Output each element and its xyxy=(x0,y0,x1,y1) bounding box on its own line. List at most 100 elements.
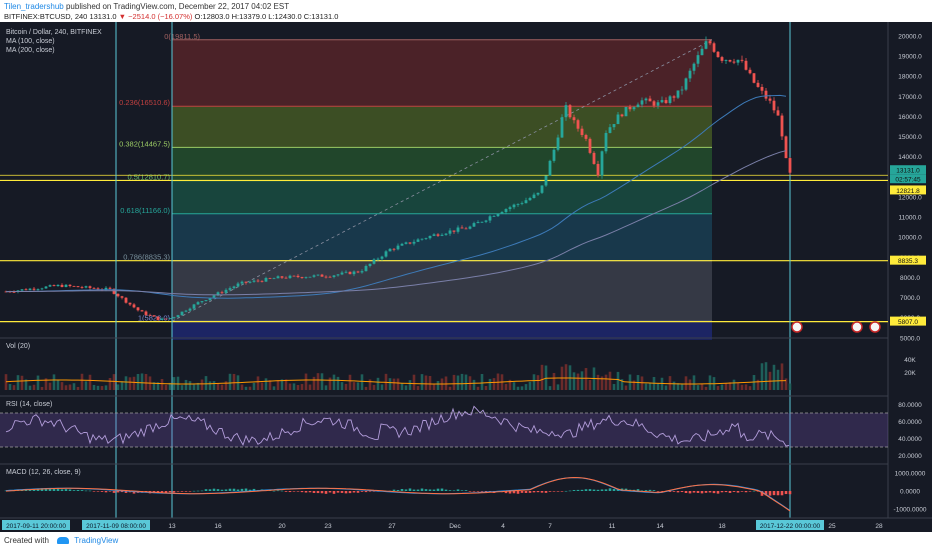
candle-body xyxy=(236,283,240,287)
macd-hist-bar xyxy=(316,491,320,494)
macd-hist-bar xyxy=(332,491,336,494)
volume-bar xyxy=(224,381,228,390)
author-link[interactable]: Tilen_tradershub xyxy=(4,2,64,11)
macd-hist-bar xyxy=(116,491,120,493)
candle-body xyxy=(352,271,356,275)
candle-body xyxy=(228,288,232,290)
publish-line: Tilen_tradershub published on TradingVie… xyxy=(4,2,289,11)
price-tag-label: 12821.8 xyxy=(896,188,920,195)
price-tag-bg xyxy=(890,174,926,184)
price-tag-bg xyxy=(890,165,926,175)
macd-hist-bar xyxy=(760,491,764,496)
volume-bar xyxy=(380,384,384,390)
candle-body xyxy=(676,90,680,98)
volume-bar xyxy=(412,374,416,390)
candle-body xyxy=(340,272,344,275)
volume-bar xyxy=(140,373,144,390)
macd-hist-bar xyxy=(224,489,228,491)
candle-body xyxy=(324,276,328,278)
candle-body xyxy=(168,318,172,319)
candle-body xyxy=(308,276,312,278)
chart-canvas[interactable]: 0(19811.5) 0.236(16510.6) 0.382(14467.5) 0.… xyxy=(0,22,932,532)
macd-hist-bar xyxy=(532,491,536,493)
time-axis-label: 11 xyxy=(609,523,616,530)
fib-zone xyxy=(172,260,712,322)
volume-bar xyxy=(84,381,88,390)
candle-body xyxy=(468,226,472,229)
candle-body xyxy=(376,258,380,260)
macd-hist-bar xyxy=(244,488,248,491)
volume-bar xyxy=(552,372,556,390)
time-axis-label: 13 xyxy=(168,523,176,530)
volume-bar xyxy=(512,382,516,390)
volume-bar xyxy=(332,374,336,390)
volume-bar xyxy=(676,383,680,390)
candle-body xyxy=(428,235,432,239)
macd-hist-bar xyxy=(580,489,584,491)
volume-bar xyxy=(392,378,396,390)
price-axis-label: 18000.0 xyxy=(898,74,922,81)
price-axis-label: 17000.0 xyxy=(898,94,922,101)
candle-body xyxy=(120,296,124,298)
chart-area[interactable]: 0(19811.5) 0.236(16510.6) 0.382(14467.5) 0.… xyxy=(0,22,932,532)
volume-bar xyxy=(352,382,356,390)
time-axis-label: 16 xyxy=(214,523,222,530)
candle-body xyxy=(400,243,404,246)
volume-bar xyxy=(176,376,180,390)
macd-hist-bar xyxy=(740,491,744,492)
macd-hist-bar xyxy=(436,488,440,491)
macd-axis-label: -1000.0000 xyxy=(894,507,927,514)
macd-hist-bar xyxy=(484,491,488,493)
macd-hist-bar xyxy=(96,491,100,492)
rsi-axis-label: 20.0000 xyxy=(898,453,922,460)
volume-bar xyxy=(684,376,688,390)
price-tag-bg xyxy=(890,316,926,326)
macd-hist-bar xyxy=(572,490,576,491)
rsi-pane-label: RSI (14, close) xyxy=(6,401,53,408)
candle-body xyxy=(84,286,88,288)
candle-body xyxy=(68,284,72,287)
candle-body xyxy=(252,280,256,282)
volume-bar xyxy=(12,385,16,390)
candle-body xyxy=(596,163,600,176)
macd-hist-bar xyxy=(80,490,84,491)
volume-bar xyxy=(436,381,440,390)
candle-body xyxy=(480,221,484,223)
price-tag-label: 8835.3 xyxy=(898,258,918,265)
volume-bar xyxy=(212,381,216,390)
candle-body xyxy=(52,285,56,287)
macd-hist-bar xyxy=(32,488,36,491)
candle-body xyxy=(496,213,500,217)
volume-bar xyxy=(220,384,224,390)
macd-hist-bar xyxy=(424,489,428,491)
candle-body xyxy=(312,275,316,277)
candle-body xyxy=(48,285,52,287)
candle-body xyxy=(128,302,132,305)
macd-hist-bar xyxy=(60,489,64,491)
created-with: Created with TradingView xyxy=(4,536,118,545)
volume-bar xyxy=(752,375,756,390)
macd-hist-bar xyxy=(544,491,548,493)
volume-bar xyxy=(28,385,32,390)
volume-bar xyxy=(72,383,76,390)
tradingview-link[interactable]: TradingView xyxy=(74,536,119,545)
candle-body xyxy=(584,135,588,139)
macd-hist-bar xyxy=(72,490,76,491)
fib-level-label: 0.618(11166.0) xyxy=(120,206,170,215)
volume-bar xyxy=(516,386,520,390)
candle-body xyxy=(176,315,180,318)
volume-bar xyxy=(328,377,332,390)
macd-hist-bar xyxy=(428,489,432,491)
candle-body xyxy=(684,78,688,90)
candle-body xyxy=(296,275,300,278)
macd-hist-bar xyxy=(464,490,468,491)
vol-pane-label: Vol (20) xyxy=(6,343,31,350)
macd-hist-bar xyxy=(680,491,684,493)
candle-body xyxy=(368,263,372,267)
candle-body xyxy=(268,278,272,279)
candle-body xyxy=(164,318,168,320)
macd-hist-bar xyxy=(540,491,544,493)
candle-body xyxy=(616,114,620,125)
macd-hist-bar xyxy=(156,491,160,493)
volume-bar xyxy=(208,381,212,390)
